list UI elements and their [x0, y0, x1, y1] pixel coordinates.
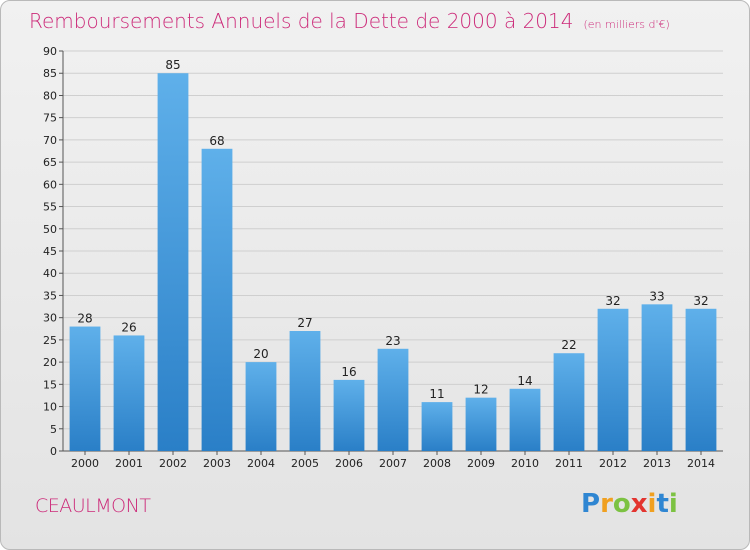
bar-value-label: 32 — [693, 294, 708, 308]
bar-value-label: 27 — [297, 316, 312, 330]
y-tick-label: 50 — [43, 223, 57, 236]
y-tick-label: 0 — [50, 445, 57, 458]
bar — [597, 308, 629, 451]
x-tick-label: 2010 — [511, 457, 539, 470]
bar-value-label: 85 — [165, 58, 180, 72]
y-tick-label: 80 — [43, 89, 57, 102]
y-tick-label: 65 — [43, 156, 57, 169]
y-tick-label: 40 — [43, 267, 57, 280]
bar-value-label: 33 — [649, 289, 664, 303]
x-tick-label: 2011 — [555, 457, 583, 470]
logo-letter: x — [630, 489, 648, 519]
y-tick-label: 55 — [43, 201, 57, 214]
bar — [113, 335, 145, 451]
y-tick-label: 60 — [43, 178, 57, 191]
bar-value-label: 26 — [121, 320, 136, 334]
y-tick-label: 15 — [43, 378, 57, 391]
x-tick-label: 2006 — [335, 457, 363, 470]
y-tick-label: 5 — [50, 423, 57, 436]
x-tick-label: 2002 — [159, 457, 187, 470]
logo-letter: r — [600, 489, 613, 519]
bar — [289, 331, 321, 451]
bar — [201, 148, 233, 451]
bar-value-label: 11 — [429, 387, 444, 401]
x-tick-label: 2005 — [291, 457, 319, 470]
x-tick-label: 2003 — [203, 457, 231, 470]
bar — [333, 379, 365, 451]
x-tick-label: 2001 — [115, 457, 143, 470]
bar — [157, 73, 189, 451]
bar-value-label: 20 — [253, 347, 268, 361]
bar-value-label: 16 — [341, 365, 356, 379]
bar — [641, 304, 673, 451]
proxiti-logo[interactable]: Proxiti — [581, 489, 678, 519]
x-tick-label: 2004 — [247, 457, 275, 470]
bar — [377, 348, 409, 451]
x-tick-label: 2012 — [599, 457, 627, 470]
logo-letter: i — [647, 489, 657, 519]
y-tick-label: 30 — [43, 312, 57, 325]
commune-name: CEAULMONT — [35, 495, 151, 517]
logo-letter: i — [668, 489, 678, 519]
y-tick-label: 70 — [43, 134, 57, 147]
y-tick-label: 20 — [43, 356, 57, 369]
bar — [421, 402, 453, 451]
logo-letter: o — [612, 489, 631, 519]
bar — [685, 308, 717, 451]
bar-value-label: 23 — [385, 334, 400, 348]
bar — [509, 388, 541, 451]
bar — [553, 353, 585, 451]
logo-letter: t — [656, 489, 669, 519]
unit-text: (en milliers d'€) — [583, 18, 670, 31]
chart-title: Remboursements Annuels de la Dette de 20… — [29, 9, 670, 33]
x-tick-label: 2014 — [687, 457, 715, 470]
bar — [69, 326, 101, 451]
bar-value-label: 68 — [209, 134, 224, 148]
y-tick-label: 90 — [43, 45, 57, 58]
bar-value-label: 12 — [473, 383, 488, 397]
y-tick-labels: 0 5 10 15 20 25 30 35 40 45 50 55 60 65 70 75 80 85 90 — [43, 45, 57, 458]
title-text: Remboursements Annuels de la Dette de 20… — [29, 9, 574, 33]
y-tick-label: 45 — [43, 245, 57, 258]
x-tick-labels: 2000 2001 2002 2003 2004 2005 2006 2007 2008 2009… — [71, 451, 715, 470]
y-tick-label: 35 — [43, 289, 57, 302]
y-tick-label: 75 — [43, 112, 57, 125]
bar-value-label: 32 — [605, 294, 620, 308]
y-tick-label: 10 — [43, 401, 57, 414]
x-tick-label: 2013 — [643, 457, 671, 470]
y-tick-label: 85 — [43, 67, 57, 80]
bar-value-label: 22 — [561, 338, 576, 352]
x-tick-label: 2009 — [467, 457, 495, 470]
bar — [245, 362, 277, 451]
bars — [69, 73, 717, 451]
data-labels: 28 26 85 68 20 27 16 23 11 12 14 22 32 33 32 — [77, 58, 708, 401]
bar — [465, 397, 497, 451]
bar-value-label: 14 — [517, 374, 532, 388]
bar-value-label: 28 — [77, 312, 92, 326]
x-tick-label: 2008 — [423, 457, 451, 470]
x-tick-label: 2000 — [71, 457, 99, 470]
y-tick-label: 25 — [43, 334, 57, 347]
logo-letter: P — [581, 489, 601, 519]
x-tick-label: 2007 — [379, 457, 407, 470]
